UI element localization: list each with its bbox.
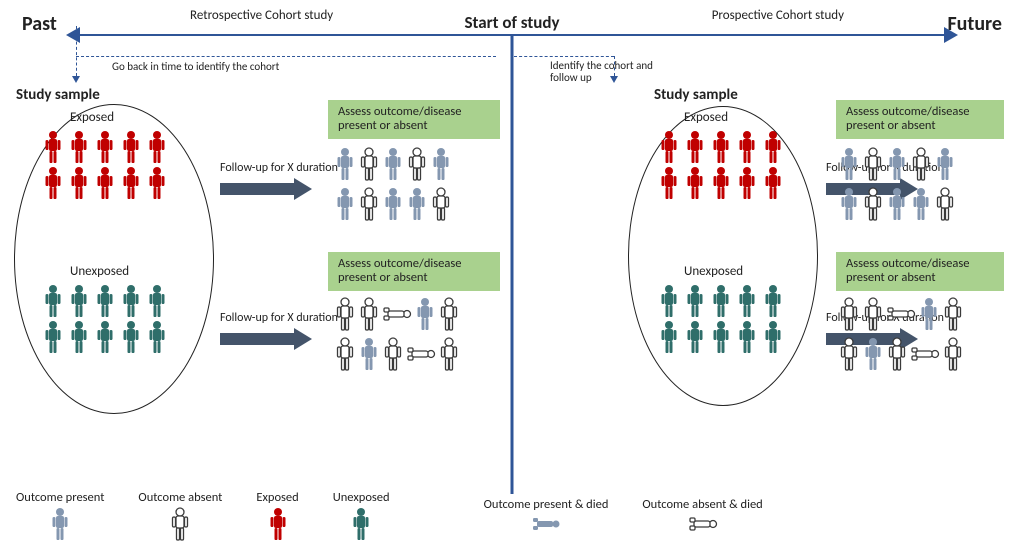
unexposed-label: Unexposed xyxy=(684,264,743,279)
legend-label: Outcome present xyxy=(16,490,104,505)
arrow-left-icon xyxy=(66,27,80,43)
dotted-drop-left xyxy=(76,26,77,76)
legend-label: Outcome absent xyxy=(138,490,222,505)
start-of-study: Start of study xyxy=(464,12,559,33)
legend-exposed: Exposed xyxy=(256,490,298,545)
arrow-icon xyxy=(220,178,350,198)
followup-arrow-unexposed: Follow-up for X duration xyxy=(220,312,350,348)
dotted-note-left: Go back in time to identify the cohort xyxy=(112,60,279,73)
exposed-label: Exposed xyxy=(70,110,114,125)
dotted-note-right: Identify the cohort and follow up xyxy=(550,60,660,84)
arrow-right-icon xyxy=(944,27,958,43)
assess-box: Assess outcome/disease present or absent xyxy=(328,252,500,291)
assess-box: Assess outcome/disease present or absent xyxy=(836,100,1004,139)
person-icon xyxy=(267,507,289,545)
legend-outcome-present: Outcome present xyxy=(16,490,104,545)
legend-outcome-absent: Outcome absent xyxy=(138,490,222,545)
timeline: Past Future Start of study Retrospective… xyxy=(20,12,1004,56)
outcome-exposed xyxy=(334,146,504,226)
lying-icon xyxy=(688,514,718,538)
exposed-label: Exposed xyxy=(684,110,728,125)
retrospective-label: Retrospective Cohort study xyxy=(190,8,333,23)
legend-label: Outcome absent & died xyxy=(642,497,762,512)
assess-box: Assess outcome/disease present or absent xyxy=(836,252,1004,291)
dotted-arrowhead-left-icon xyxy=(72,76,80,83)
outcome-unexposed xyxy=(334,296,504,376)
exposed-group xyxy=(658,130,786,200)
legend-label: Exposed xyxy=(256,490,298,505)
lying-icon xyxy=(531,514,561,538)
prospective-label: Prospective Cohort study xyxy=(712,8,844,23)
legend: Outcome present Outcome absent Exposed U… xyxy=(16,490,1008,545)
legend-unexposed: Unexposed xyxy=(333,490,390,545)
outcome-exposed xyxy=(838,146,1008,226)
legend-present-died: Outcome present & died xyxy=(484,497,609,538)
dotted-right xyxy=(514,56,614,57)
unexposed-label: Unexposed xyxy=(70,264,129,279)
followup-arrow-exposed: Follow-up for X duration xyxy=(220,162,350,198)
unexposed-group xyxy=(658,284,786,354)
followup-label: Follow-up for X duration xyxy=(220,312,350,325)
past-label: Past xyxy=(22,12,57,36)
unexposed-group xyxy=(42,284,170,354)
person-icon xyxy=(49,507,71,545)
exposed-group xyxy=(42,130,170,200)
person-icon xyxy=(350,507,372,545)
person-icon xyxy=(169,507,191,545)
legend-label: Unexposed xyxy=(333,490,390,505)
followup-label: Follow-up for X duration xyxy=(220,162,350,175)
retrospective-panel: Study sample Exposed Unexposed Follow-up… xyxy=(10,86,490,106)
assess-box: Assess outcome/disease present or absent xyxy=(328,100,500,139)
prospective-panel: Study sample Exposed Unexposed Follow-up… xyxy=(524,86,1004,106)
dotted-left xyxy=(76,56,496,57)
center-divider xyxy=(511,34,514,494)
legend-absent-died: Outcome absent & died xyxy=(642,497,762,538)
outcome-unexposed xyxy=(838,296,1008,376)
legend-label: Outcome present & died xyxy=(484,497,609,512)
arrow-icon xyxy=(220,328,350,348)
